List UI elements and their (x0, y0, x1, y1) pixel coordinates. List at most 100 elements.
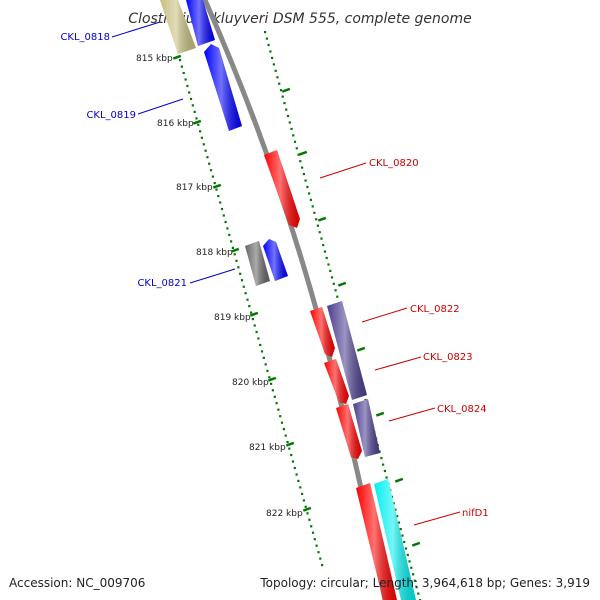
track-dot (283, 102, 286, 105)
tick-label: 819 kbp (214, 313, 251, 323)
gene-label-nifd1[interactable]: nifD1 (462, 508, 489, 519)
track-dot (235, 259, 238, 262)
track-dot (282, 428, 285, 431)
track-dot (327, 263, 330, 266)
track-dot (293, 140, 297, 143)
track-dot (291, 460, 295, 463)
feature-shine (310, 307, 335, 357)
track-dot (217, 195, 220, 198)
track-dot (219, 201, 222, 204)
gene-labels: CKL_0818 CKL_0819 CKL_0820 CKL_0821 CKL_… (60, 32, 488, 519)
track-dot (317, 551, 320, 554)
track-dot (308, 192, 311, 195)
track-dot (281, 95, 284, 98)
tick-mark (394, 477, 404, 483)
track-dot (275, 402, 278, 405)
leader-line (137, 98, 184, 115)
track-dot (399, 528, 402, 531)
track-dot (311, 531, 315, 534)
track-dot (286, 114, 290, 118)
tick-mark (249, 311, 259, 317)
track-dot (224, 220, 227, 224)
leader-line (388, 407, 436, 422)
outer-ticks (281, 87, 421, 547)
track-dot (285, 108, 288, 111)
feature-shine (336, 404, 362, 459)
track-dot (311, 205, 314, 208)
tick-mark (298, 150, 308, 156)
track-dot (280, 421, 284, 424)
tick-label: 818 kbp (196, 248, 233, 258)
track-dot (316, 224, 319, 227)
scale-track-inner (179, 59, 324, 567)
tick-mark (172, 54, 182, 60)
track-dot (301, 166, 304, 169)
topology-summary: Topology: circular; Length: 3,964,618 bp… (259, 576, 590, 590)
track-dot (248, 305, 251, 308)
track-dot (208, 162, 211, 165)
track-dot (195, 117, 198, 120)
gene-label-ckl-0822[interactable]: CKL_0822 (410, 304, 460, 315)
track-dot (385, 476, 388, 479)
feature-shine (324, 359, 349, 404)
track-dot (257, 337, 260, 340)
track-dot (412, 573, 415, 576)
track-dot (271, 56, 274, 59)
track-dot (264, 31, 267, 34)
track-dot (319, 557, 322, 560)
gene-label-ckl-0824[interactable]: CKL_0824 (437, 404, 487, 415)
track-dot (392, 502, 395, 505)
track-dot (401, 534, 404, 537)
track-dot (269, 50, 272, 53)
track-dot (279, 415, 282, 418)
gene-label-ckl-0820[interactable]: CKL_0820 (369, 158, 419, 169)
track-dot (199, 130, 202, 133)
gene-label-ckl-0818[interactable]: CKL_0818 (60, 32, 110, 43)
scale-ticks: 815 kbp 816 kbp 817 kbp 818 kbp 819 kbp … (136, 54, 312, 519)
leader-line (413, 511, 461, 526)
track-dot (322, 244, 325, 247)
track-dot (295, 147, 298, 150)
track-dot (410, 566, 413, 569)
track-dot (230, 240, 233, 243)
track-dot (266, 369, 269, 372)
tick-mark (230, 247, 240, 253)
feature-shine (263, 239, 288, 281)
gene-label-ckl-0823[interactable]: CKL_0823 (423, 352, 473, 363)
track-dot (244, 292, 247, 295)
leader-line (189, 268, 236, 284)
track-dot (332, 282, 335, 285)
track-dot (299, 160, 302, 163)
track-dot (288, 447, 291, 450)
track-dot (274, 69, 277, 72)
track-dot (297, 479, 300, 482)
track-dot (304, 505, 307, 508)
leader-line (374, 356, 422, 371)
feature-shine (264, 150, 300, 228)
track-dot (293, 466, 296, 470)
gene-label-ckl-0819[interactable]: CKL_0819 (86, 110, 136, 121)
track-dot (188, 91, 191, 94)
tick-mark (356, 346, 366, 352)
tick-mark (212, 183, 222, 189)
track-dot (206, 156, 209, 159)
feature-shine (327, 301, 367, 400)
track-dot (406, 553, 409, 556)
track-dot (325, 256, 328, 260)
track-dot (323, 250, 327, 253)
track-dot (182, 71, 185, 75)
tick-label: 817 kbp (176, 183, 213, 193)
track-dot (336, 295, 339, 298)
track-dot (301, 492, 304, 495)
tick-mark (411, 541, 421, 547)
gene-label-ckl-0821[interactable]: CKL_0821 (137, 278, 187, 289)
track-dot (237, 266, 240, 269)
track-dot (295, 473, 298, 476)
track-dot (213, 182, 216, 185)
feature-shine (186, 0, 215, 46)
tick-mark (267, 376, 277, 382)
leader-line (361, 307, 408, 323)
track-dot (320, 237, 323, 240)
track-dot (233, 253, 236, 256)
leader-line (111, 21, 161, 38)
